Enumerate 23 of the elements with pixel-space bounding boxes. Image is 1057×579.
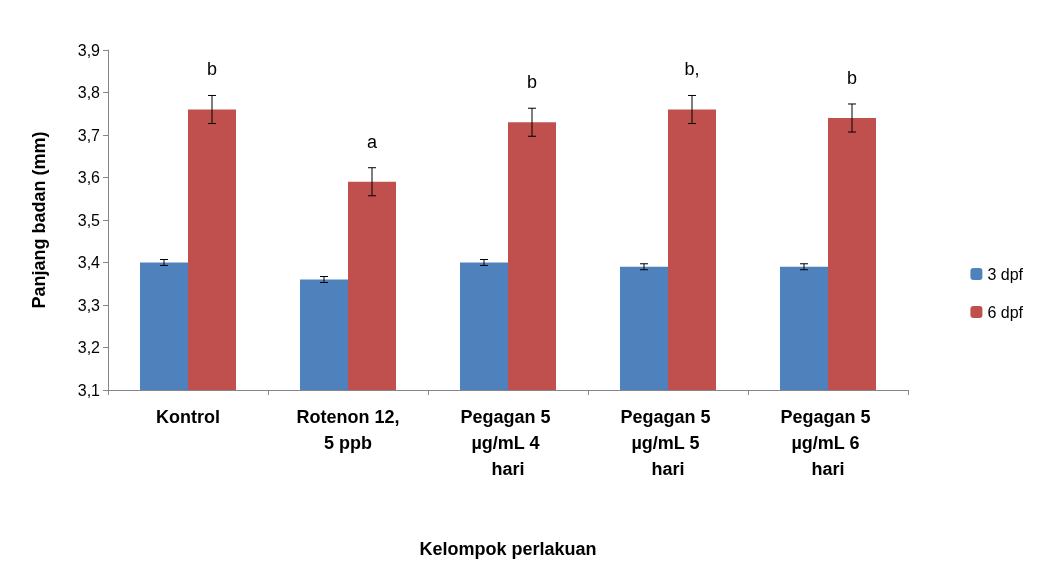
x-axis-title: Kelompok perlakuan	[419, 539, 597, 559]
legend-label: 6 dpf	[987, 303, 1024, 321]
legend-label: 3 dpf	[987, 265, 1024, 283]
annotation: a	[366, 131, 378, 152]
y-tick-label: 3,7	[77, 126, 101, 144]
x-tick-label: Rotenon 12,5 ppb	[296, 407, 400, 453]
x-tick-label: Pegagan 5 µg/mL 6 hari	[780, 407, 876, 479]
annotation: b	[526, 72, 538, 93]
x-tick-label: Pegagan 5 µg/mL 4 hari	[460, 407, 556, 479]
y-tick-label: 3,1	[77, 381, 101, 399]
y-tick-label: 3,6	[77, 169, 101, 186]
annotation: b	[206, 59, 218, 80]
y-tick-label: 3,8	[77, 84, 101, 101]
y-tick-label: 3,3	[77, 296, 101, 314]
x-tick-label: Kontrol	[156, 407, 220, 427]
y-axis-title: Panjang badan (mm)	[29, 131, 49, 309]
y-tick-label: 3,4	[77, 254, 101, 271]
annotation: b,	[684, 59, 700, 80]
y-tick-label: 3,5	[77, 211, 101, 229]
y-tick-label: 3,9	[77, 41, 101, 59]
annotation: b	[846, 67, 858, 88]
x-tick-label: Pegagan 5 µg/mL 5 hari	[620, 407, 716, 479]
y-tick-label: 3,2	[77, 339, 101, 356]
